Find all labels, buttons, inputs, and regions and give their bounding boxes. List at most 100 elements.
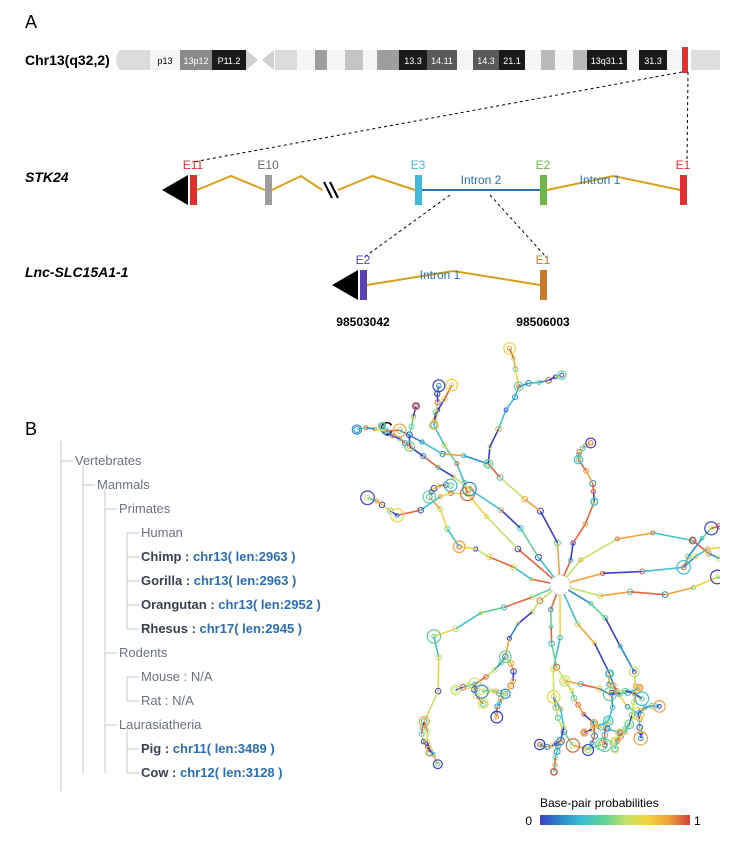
rna-stem (531, 579, 550, 583)
tree-row: Human (141, 525, 183, 540)
exon (680, 175, 687, 205)
exon-label: E2 (536, 158, 551, 172)
rna-stem (573, 524, 585, 543)
rna-stem (617, 533, 652, 539)
tree-row: Vertebrates (75, 453, 142, 468)
ideogram-band (541, 50, 555, 70)
ideogram-band-label: 13p12 (183, 56, 208, 66)
rna-stem (438, 467, 454, 477)
ideogram-band (315, 50, 327, 70)
ideogram-band-label: 14.3 (477, 56, 495, 66)
rna-stem (456, 613, 481, 629)
stk24-gene-label: STK24 (25, 169, 69, 185)
lnc-gene: Intron 1E298503042E198506003 (332, 253, 570, 329)
rna-stem (603, 572, 642, 574)
intron-line (197, 176, 265, 190)
ideogram-band (377, 50, 399, 70)
transcription-arrow (332, 270, 358, 300)
ideogram-band (573, 50, 587, 70)
legend-max: 1 (694, 814, 701, 828)
rna-stem (595, 643, 610, 673)
ideogram-band-label: 13q31.1 (591, 56, 624, 66)
ideogram-band (457, 50, 473, 70)
ideogram-band (627, 50, 639, 70)
legend-min: 0 (525, 814, 532, 828)
tree-row: Orangutan : chr13( len:2952 ) (141, 597, 321, 612)
rna-stem (570, 588, 600, 596)
ideogram-band (555, 50, 573, 70)
intron-label: Intron 1 (420, 268, 461, 282)
ideogram-cap (116, 50, 120, 70)
rna-stem (498, 410, 506, 429)
rna-stem (504, 597, 532, 607)
intron-label: Intron 1 (580, 173, 621, 187)
locus-marker (682, 47, 688, 73)
rna-stem (594, 723, 595, 736)
stk24-gene: Intron 2Intron 1E11E10E3E2E1 (162, 158, 691, 205)
exon-coord: 98503042 (336, 315, 390, 329)
rna-stem (593, 483, 594, 491)
rna-stem (605, 618, 620, 646)
rna-base (480, 701, 486, 707)
tree-row: Rat : N/A (141, 693, 194, 708)
rna-stem (440, 509, 447, 529)
legend-bar (540, 815, 690, 825)
rna-stem (540, 511, 557, 543)
ideogram-cap (719, 50, 720, 70)
tree-row: Laurasiatheria (119, 717, 202, 732)
rna-stem (578, 624, 595, 643)
exon-label: E11 (183, 158, 204, 172)
exon (360, 270, 367, 300)
rna-stem (422, 442, 443, 454)
rna-stem (500, 477, 525, 499)
ideogram-band-label: 13.3 (404, 56, 422, 66)
tree-row: Mouse : N/A (141, 669, 213, 684)
lnc-gene-label: Lnc-SLC15A1-1 (25, 264, 129, 280)
ideogram-band (275, 50, 297, 70)
exon (540, 270, 547, 300)
rna-stem (566, 560, 580, 577)
rna-stem (397, 510, 420, 515)
connector-line (490, 195, 547, 258)
ideogram-band-label: 21.1 (503, 56, 521, 66)
intron-label: Intron 2 (461, 173, 502, 187)
rna-stem (570, 573, 603, 582)
rna-stem (481, 607, 504, 612)
exon-coord: 98506003 (516, 315, 570, 329)
intron-line (338, 176, 415, 190)
ideogram-band (327, 50, 345, 70)
rna-stem (386, 430, 400, 431)
chromosome-label: Chr13(q32,2) (25, 52, 110, 68)
rna-stem (532, 589, 551, 597)
rna-stem (495, 662, 502, 669)
ideogram-band (120, 50, 150, 70)
tree-row: Primates (119, 501, 171, 516)
connector-line (363, 195, 450, 258)
exon-label: E3 (411, 158, 426, 172)
tree-row: Cow : chr12( len:3128 ) (141, 765, 283, 780)
ideogram-band-label: 31.3 (644, 56, 662, 66)
ideogram-band (345, 50, 363, 70)
rna-stem (653, 533, 693, 541)
exon (540, 175, 547, 205)
rna-stem (467, 494, 486, 517)
ideogram-band (525, 50, 541, 70)
rna-stem (501, 510, 520, 528)
rna-stem (564, 594, 578, 624)
tree-row: Gorilla : chr13( len:2963 ) (141, 573, 296, 588)
ideogram: p1313p12P11.213.314.1114.321.113q31.131.… (116, 47, 720, 73)
figure-svg: A Chr13(q32,2) p1313p12P11.213.314.1114.… (20, 10, 720, 835)
rna-stem (434, 412, 435, 419)
ideogram-band-label: 14.11 (431, 56, 453, 66)
tree-row: Rhesus : chr17( len:2945 ) (141, 621, 302, 636)
rna-stem (447, 529, 459, 547)
probability-legend: Base-pair probabilities01 (525, 796, 701, 828)
exon (190, 175, 197, 205)
rna-stem (600, 592, 630, 596)
tree-row: Manmals (97, 477, 150, 492)
intron-line (272, 176, 322, 190)
tree-row: Chimp : chr13( len:2963 ) (141, 549, 296, 564)
exon-label: E2 (356, 253, 371, 267)
rna-structure (352, 343, 720, 775)
rna-stem (594, 492, 595, 502)
